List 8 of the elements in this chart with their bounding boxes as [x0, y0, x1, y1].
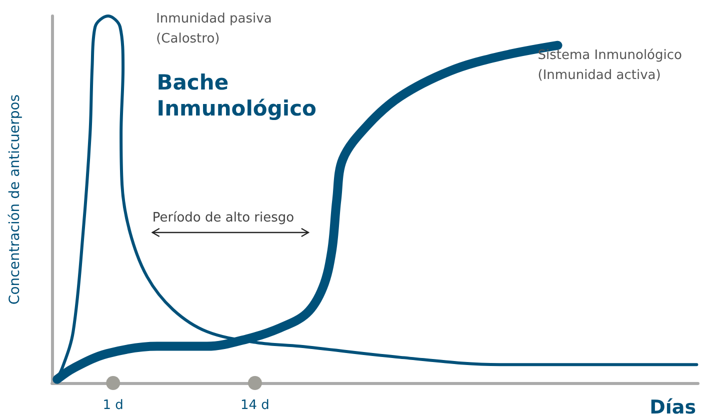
annotation: Bache Inmunológico	[156, 70, 316, 120]
x-axis-title: Días	[650, 396, 696, 418]
annotation: Período de alto riesgo	[152, 210, 294, 226]
series-label: Sistema Inmunológico (Inmunidad activa)	[538, 48, 682, 83]
text: Inmunidad pasiva (Calostro)	[156, 12, 272, 46]
x-tick-label: 1 d	[102, 398, 124, 413]
y-axis-title: Concentración de anticuerpos	[7, 94, 23, 305]
x-tick-label: 14 d	[240, 398, 270, 413]
